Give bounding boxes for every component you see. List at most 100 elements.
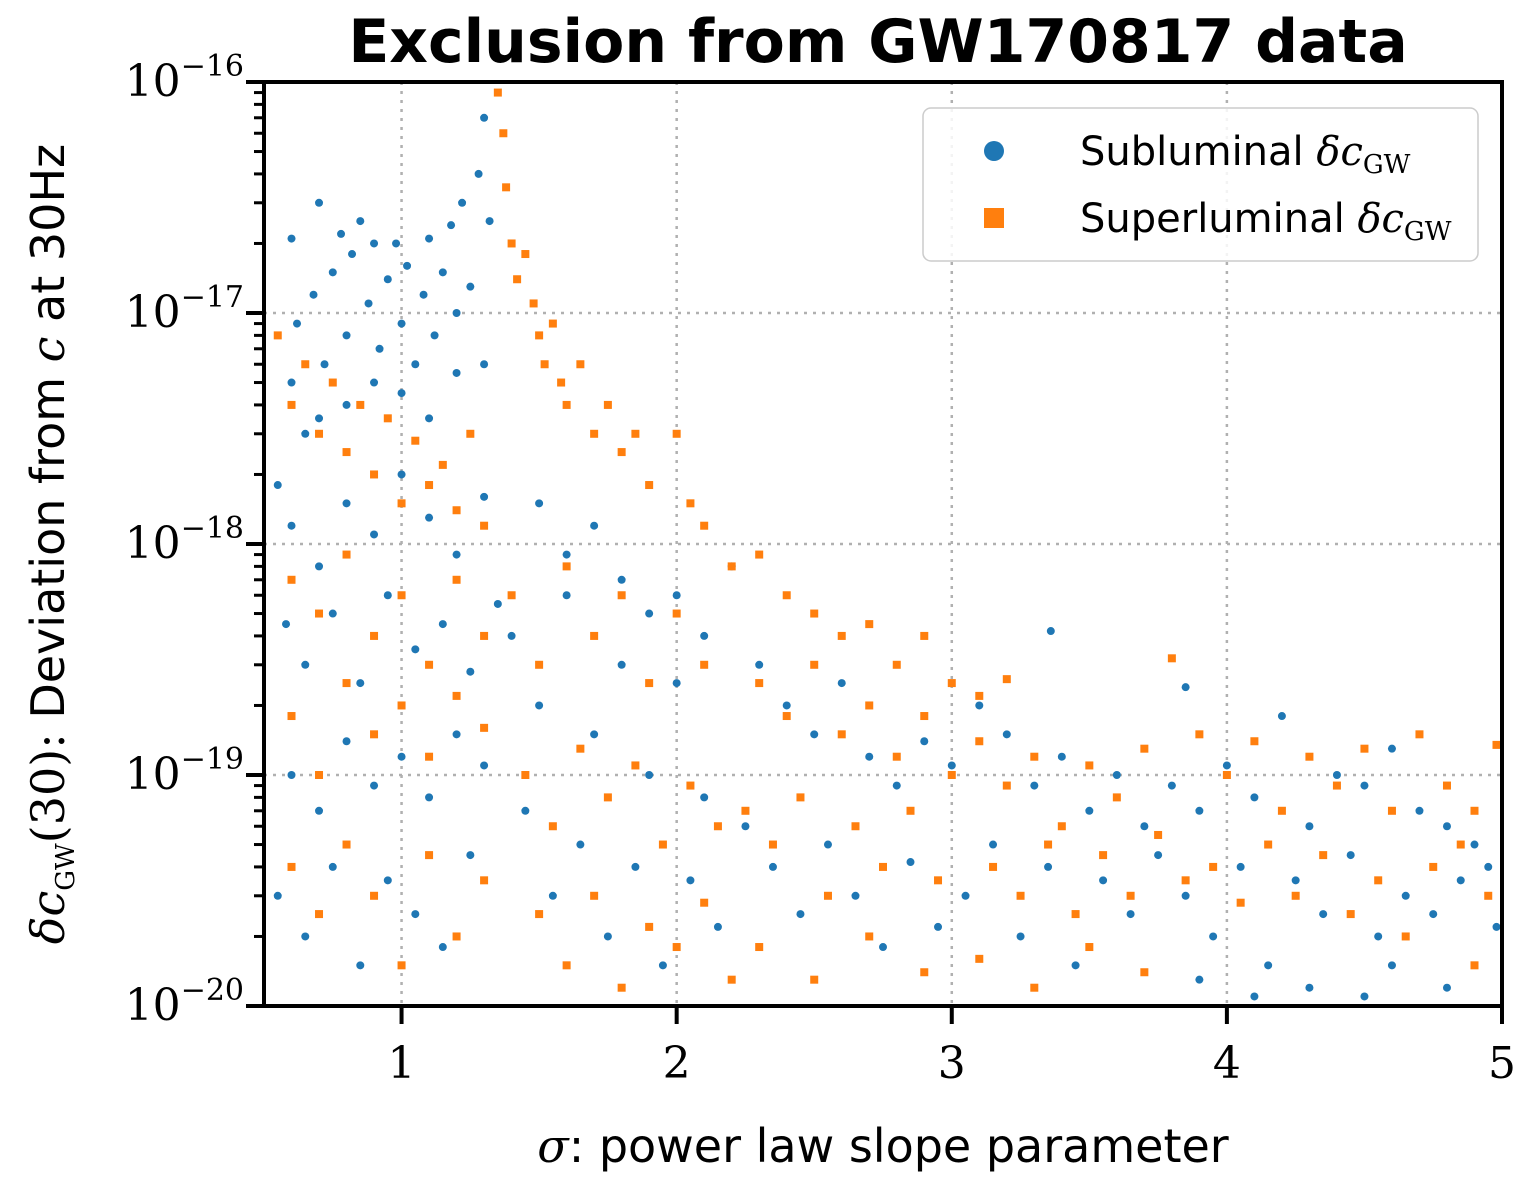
point-superluminal [557,378,566,387]
point-superluminal [1195,730,1204,739]
point-superluminal [617,591,626,600]
chart-title: Exclusion from GW170817 data [348,7,1407,77]
point-subluminal [1360,781,1369,790]
point-superluminal [906,806,915,815]
point-superluminal [1401,932,1410,941]
point-subluminal [370,781,379,790]
point-superluminal [315,910,324,919]
point-subluminal [397,319,406,328]
legend: Subluminal δcGW Superluminal δcGW [922,107,1479,262]
point-subluminal [1264,961,1273,970]
point-superluminal [645,922,654,931]
point-superluminal [342,840,351,849]
point-superluminal [1346,910,1355,919]
point-superluminal [672,943,681,952]
point-superluminal [273,331,282,340]
point-subluminal [658,961,667,970]
legend-superluminal-label: Superluminal δcGW [1080,196,1452,247]
point-superluminal [562,562,571,571]
y-axis-label-text-1: Deviation from [21,362,75,733]
y-axis-label-argument: (30): [21,733,75,843]
point-superluminal [782,712,791,721]
point-superluminal [700,898,709,907]
point-subluminal [700,631,709,640]
x-tick-label: 2 [663,1038,691,1089]
point-superluminal [1305,752,1314,761]
point-subluminal [287,378,296,387]
point-superluminal [920,712,929,721]
point-superluminal [1250,737,1259,746]
point-superluminal [287,575,296,584]
point-subluminal [1209,932,1218,941]
point-subluminal [474,169,483,178]
point-superluminal [1236,898,1245,907]
point-superluminal [548,319,557,328]
legend-superluminal-name: Superluminal [1080,196,1345,242]
point-superluminal [700,521,709,530]
point-subluminal [686,876,695,885]
point-subluminal [480,492,489,501]
point-superluminal [315,771,324,779]
point-subluminal [348,250,357,259]
y-tick-label: 10−17 [125,280,244,338]
point-subluminal [1442,983,1451,992]
point-superluminal [548,822,557,831]
y-tick-label: 10−19 [125,742,244,800]
point-superluminal [1209,862,1218,871]
point-subluminal [452,309,461,317]
point-superluminal [892,660,901,669]
point-superluminal [1360,744,1369,753]
point-superluminal [1030,983,1039,992]
point-subluminal [590,521,599,530]
point-superluminal [823,891,832,900]
point-superluminal [1222,771,1231,779]
point-subluminal [1016,932,1025,941]
x-axis-label: σ: power law slope parameter [537,1119,1228,1173]
point-superluminal [989,862,998,871]
point-superluminal [529,299,538,308]
point-subluminal [1470,840,1479,849]
point-superluminal [425,660,434,669]
point-subluminal [562,550,571,559]
point-subluminal [1112,771,1121,779]
point-subluminal [1140,822,1149,831]
point-subluminal [1167,781,1176,790]
point-superluminal [576,744,585,753]
point-subluminal [1415,806,1424,815]
point-subluminal [315,806,324,815]
point-subluminal [768,862,777,871]
point-subluminal [419,290,428,299]
point-subluminal [370,239,379,248]
point-superluminal [521,250,530,259]
y-axis-label-text-2: at 30Hz [21,144,75,337]
point-subluminal [447,221,456,230]
point-subluminal [548,891,557,900]
point-superluminal [590,631,599,640]
point-superluminal [287,712,296,721]
point-superluminal [837,631,846,640]
point-superluminal [947,771,956,779]
point-subluminal [315,562,324,571]
point-superluminal [796,793,805,802]
point-superluminal [590,429,599,438]
point-subluminal [425,513,434,522]
point-superluminal [975,954,984,963]
point-superluminal [493,88,502,97]
y-tick-label: 10−20 [125,973,244,1031]
point-superluminal [1387,806,1396,815]
point-subluminal [1401,891,1410,900]
y-tick-label: 10−18 [125,511,244,569]
point-subluminal [1332,771,1341,779]
point-subluminal [947,761,956,770]
point-superluminal [1442,781,1451,790]
point-superluminal [507,591,516,600]
point-subluminal [397,389,406,398]
y-tick-label: 10−16 [125,49,244,107]
legend-subluminal-symbol: δc [1316,129,1362,175]
point-subluminal [1429,910,1438,919]
x-axis-label-symbol: σ [537,1119,570,1173]
point-superluminal [1044,840,1053,849]
legend-subluminal-label: Subluminal δcGW [1080,129,1411,180]
point-superluminal [1332,781,1341,790]
point-subluminal [452,550,461,559]
